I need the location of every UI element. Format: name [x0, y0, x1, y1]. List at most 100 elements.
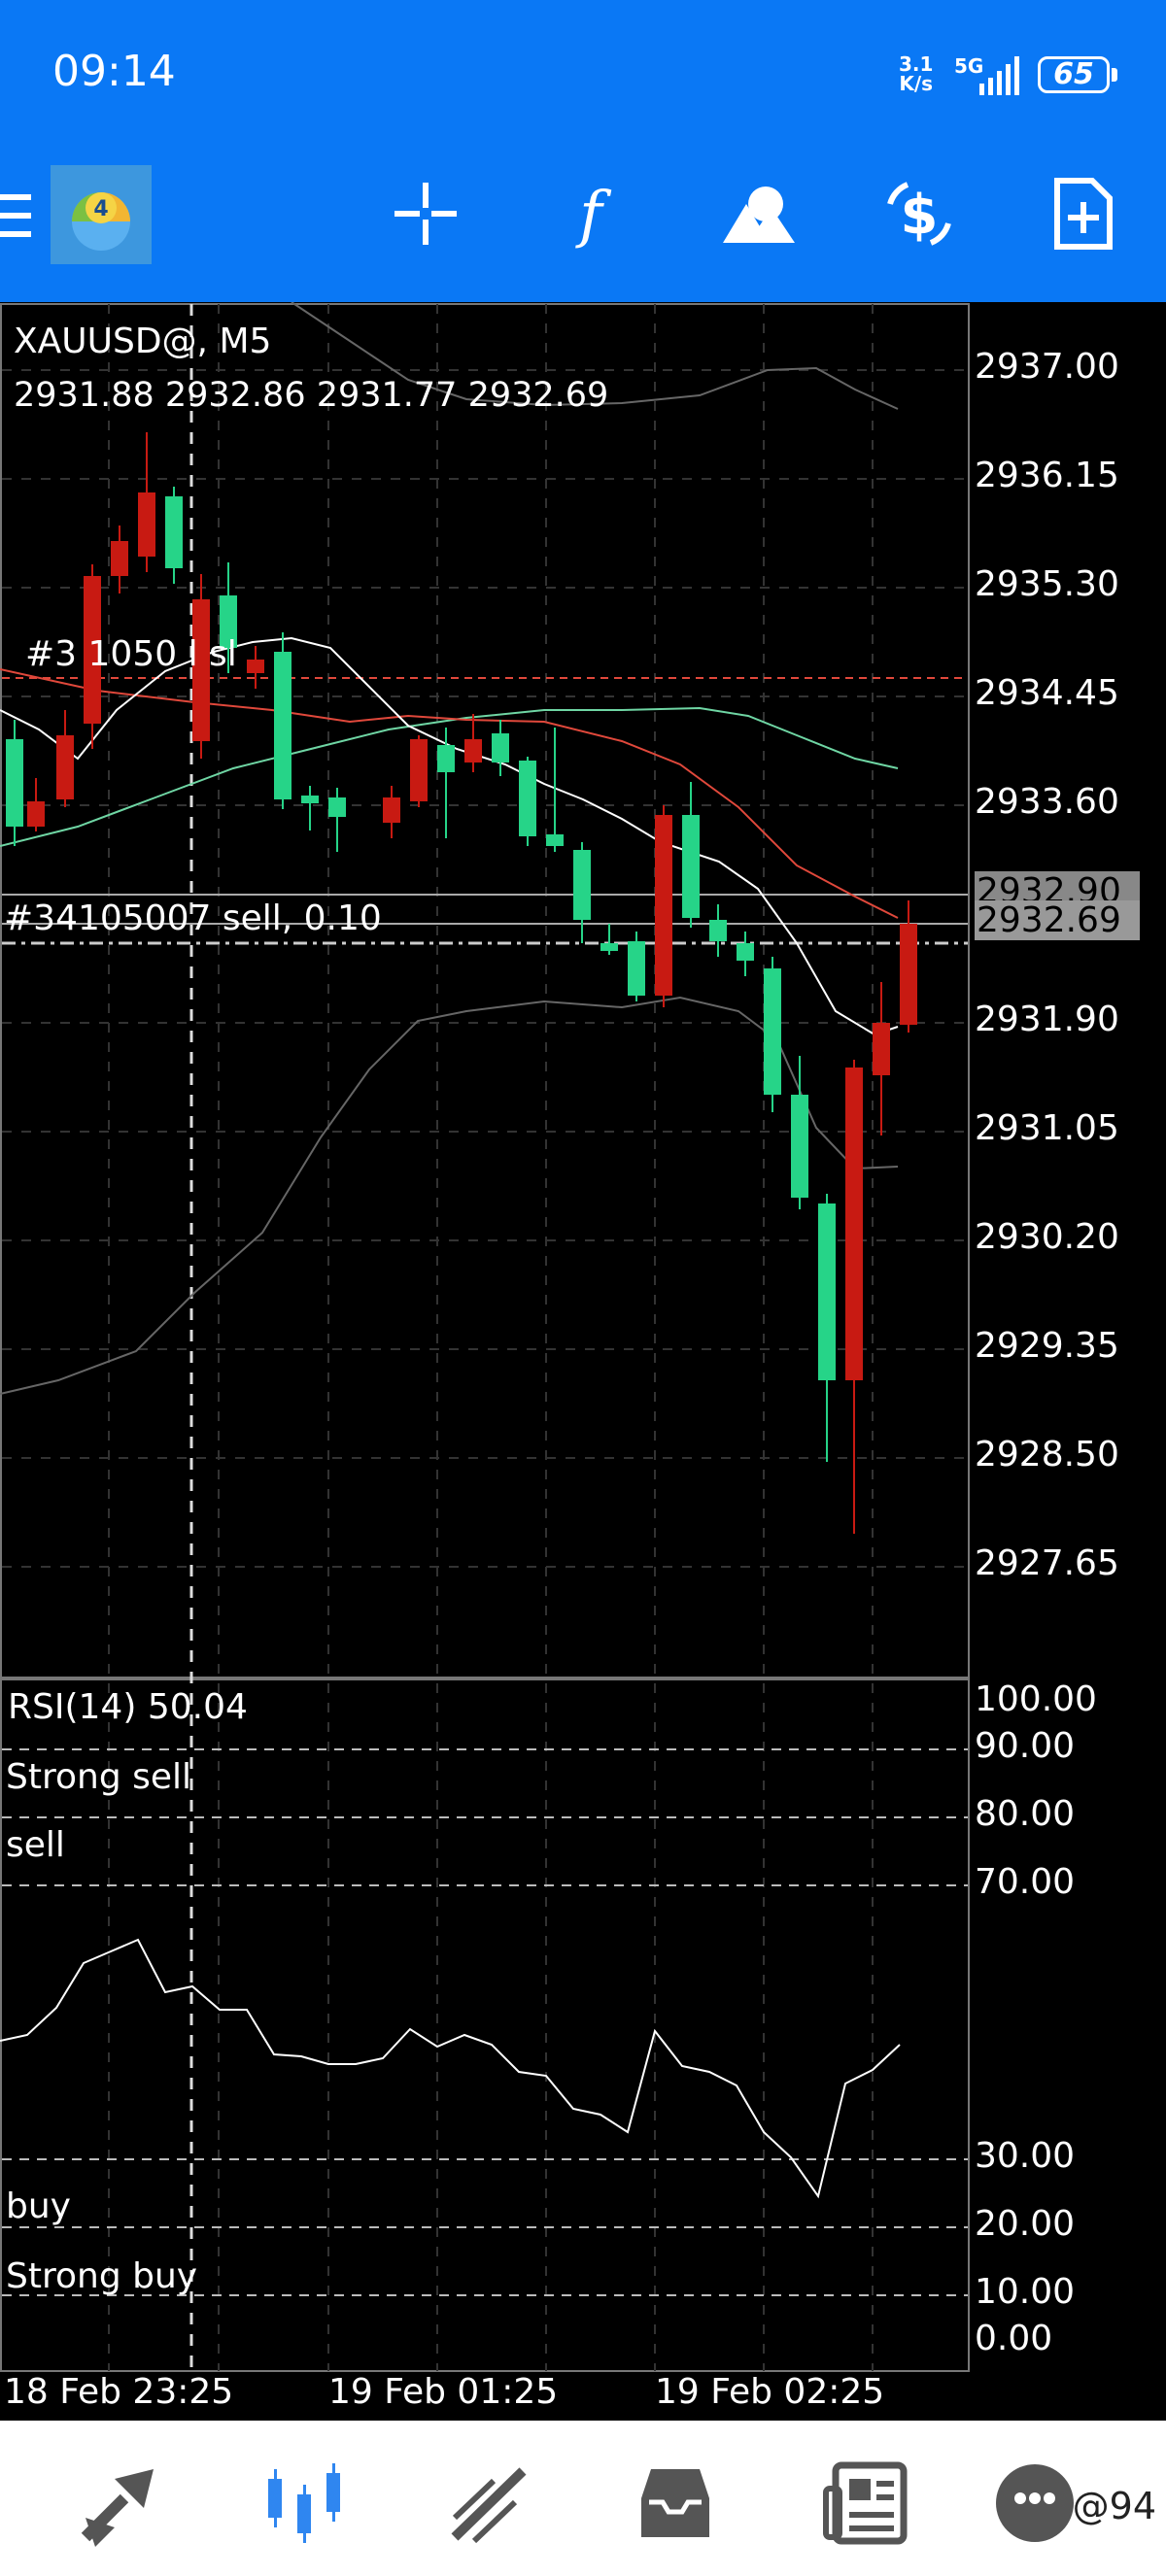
rsi-tick: 0.00 — [975, 2319, 1053, 2358]
rsi-title: RSI(14) 50.04 — [8, 1687, 248, 1727]
candle-body — [791, 1095, 808, 1198]
price-tick: 2929.35 — [975, 1326, 1119, 1366]
price-tick: 2937.00 — [975, 347, 1119, 387]
sell-order-label: #34105007 sell, 0.10 — [4, 898, 382, 938]
rsi-tick: 100.00 — [975, 1679, 1097, 1719]
candle-body — [464, 739, 482, 763]
rsi-tick: 30.00 — [975, 2136, 1076, 2176]
candle-body — [600, 943, 618, 951]
svg-text:f: f — [575, 179, 612, 251]
svg-text:4: 4 — [93, 197, 108, 221]
time-tick: 19 Feb 01:25 — [328, 2372, 559, 2412]
rsi-sell-label: sell — [6, 1825, 65, 1865]
price-chart[interactable]: XAUUSD@, M5 2931.88 2932.86 2931.77 2932… — [0, 302, 1166, 2420]
battery-icon: 65 — [1038, 56, 1110, 93]
network-speed: 3.1 K/s — [899, 54, 933, 93]
moving-average-white — [0, 636, 899, 1036]
time-tick: 19 Feb 02:25 — [655, 2372, 885, 2412]
ohlc-values: 2931.88 2932.86 2931.77 2932.69 — [14, 376, 609, 415]
bollinger-lower — [0, 996, 899, 1395]
candle-body — [138, 492, 155, 557]
rsi-tick: 10.00 — [975, 2272, 1076, 2312]
chart-canvas[interactable] — [0, 302, 1166, 2420]
candle-body — [845, 1068, 863, 1380]
price-tick: 2935.30 — [975, 564, 1119, 604]
time-tick: 18 Feb 23:25 — [4, 2372, 234, 2412]
candle-body — [301, 796, 319, 803]
rsi-tick: 70.00 — [975, 1862, 1076, 1902]
candle-body — [410, 739, 428, 801]
rsi-strong-buy-label: Strong buy — [6, 2256, 198, 2296]
candle-body — [492, 733, 509, 763]
candle-body — [900, 924, 917, 1025]
candle-body — [192, 599, 210, 741]
rsi-strong-sell-label: Strong sell — [6, 1757, 192, 1797]
chart-icon[interactable] — [260, 2459, 348, 2547]
candle-body — [27, 801, 45, 827]
candle-body — [655, 815, 672, 996]
candle-body — [709, 920, 727, 941]
app-header: 09:14 3.1 K/s 5G 65 4 f $ — [0, 0, 1166, 302]
quotes-icon[interactable] — [76, 2459, 163, 2547]
bollinger-upper — [291, 302, 899, 410]
price-tick: 2927.65 — [975, 1543, 1119, 1583]
new-order-icon[interactable] — [1044, 175, 1121, 253]
signal-icon — [979, 56, 1019, 95]
network-speed-value: 3.1 — [899, 52, 934, 76]
candle-body — [247, 660, 264, 673]
indicators-icon[interactable]: f — [552, 175, 630, 253]
network-speed-unit: K/s — [899, 72, 934, 95]
price-tick: 2928.50 — [975, 1435, 1119, 1474]
candle-body — [519, 761, 536, 836]
price-tick: 2933.60 — [975, 782, 1119, 822]
candle-body — [546, 834, 564, 846]
status-time: 09:14 — [52, 47, 176, 96]
candle-body — [383, 797, 400, 823]
rsi-tick: 80.00 — [975, 1794, 1076, 1834]
symbol-title: XAUUSD@, M5 — [14, 322, 272, 361]
price-tick: 2930.20 — [975, 1217, 1119, 1257]
candle-body — [573, 850, 591, 920]
rsi-line — [0, 1938, 901, 2199]
price-tick: 2934.45 — [975, 673, 1119, 713]
trade-icon[interactable]: $ — [880, 175, 958, 253]
candle-body — [84, 576, 101, 724]
trade-icon[interactable] — [445, 2459, 532, 2547]
rsi-buy-label: buy — [6, 2186, 71, 2226]
candle-body — [165, 496, 183, 568]
candle-body — [220, 595, 237, 648]
chat-icon[interactable] — [991, 2459, 1079, 2547]
rsi-tick: 20.00 — [975, 2204, 1076, 2244]
news-icon[interactable] — [822, 2459, 909, 2547]
order-line-label: #3 1050 l sl — [25, 634, 237, 674]
metatrader-4-logo[interactable]: 4 — [51, 165, 152, 264]
moving-average-green — [0, 706, 899, 847]
rsi-frame — [0, 1678, 970, 2372]
objects-icon[interactable] — [717, 175, 795, 253]
price-tick: 2931.90 — [975, 1000, 1119, 1039]
price-tick: 2931.05 — [975, 1108, 1119, 1148]
candle-body — [628, 941, 645, 996]
history-icon[interactable] — [632, 2459, 719, 2547]
candle-body — [818, 1203, 836, 1380]
candle-body — [437, 745, 455, 772]
hamburger-icon[interactable] — [0, 190, 35, 241]
svg-text:$: $ — [901, 184, 939, 247]
candle-body — [56, 735, 74, 799]
main-chart-frame — [0, 303, 970, 1678]
candle-body — [873, 1023, 890, 1075]
crosshair-icon[interactable] — [387, 175, 464, 253]
current-price-tag: 2932.69 — [975, 900, 1140, 940]
candle-body — [111, 541, 128, 576]
candle-body — [328, 797, 346, 817]
candle-body — [6, 739, 23, 827]
network-type: 5G — [954, 54, 984, 78]
candle-body — [682, 815, 700, 918]
bottom-navigation: @94 — [0, 2421, 1166, 2576]
watermark: @94 — [1072, 2485, 1156, 2527]
candle-body — [737, 943, 754, 961]
battery-tip — [1112, 68, 1117, 82]
candle-body — [274, 652, 292, 799]
candle-body — [764, 968, 781, 1095]
price-tick: 2936.15 — [975, 456, 1119, 495]
